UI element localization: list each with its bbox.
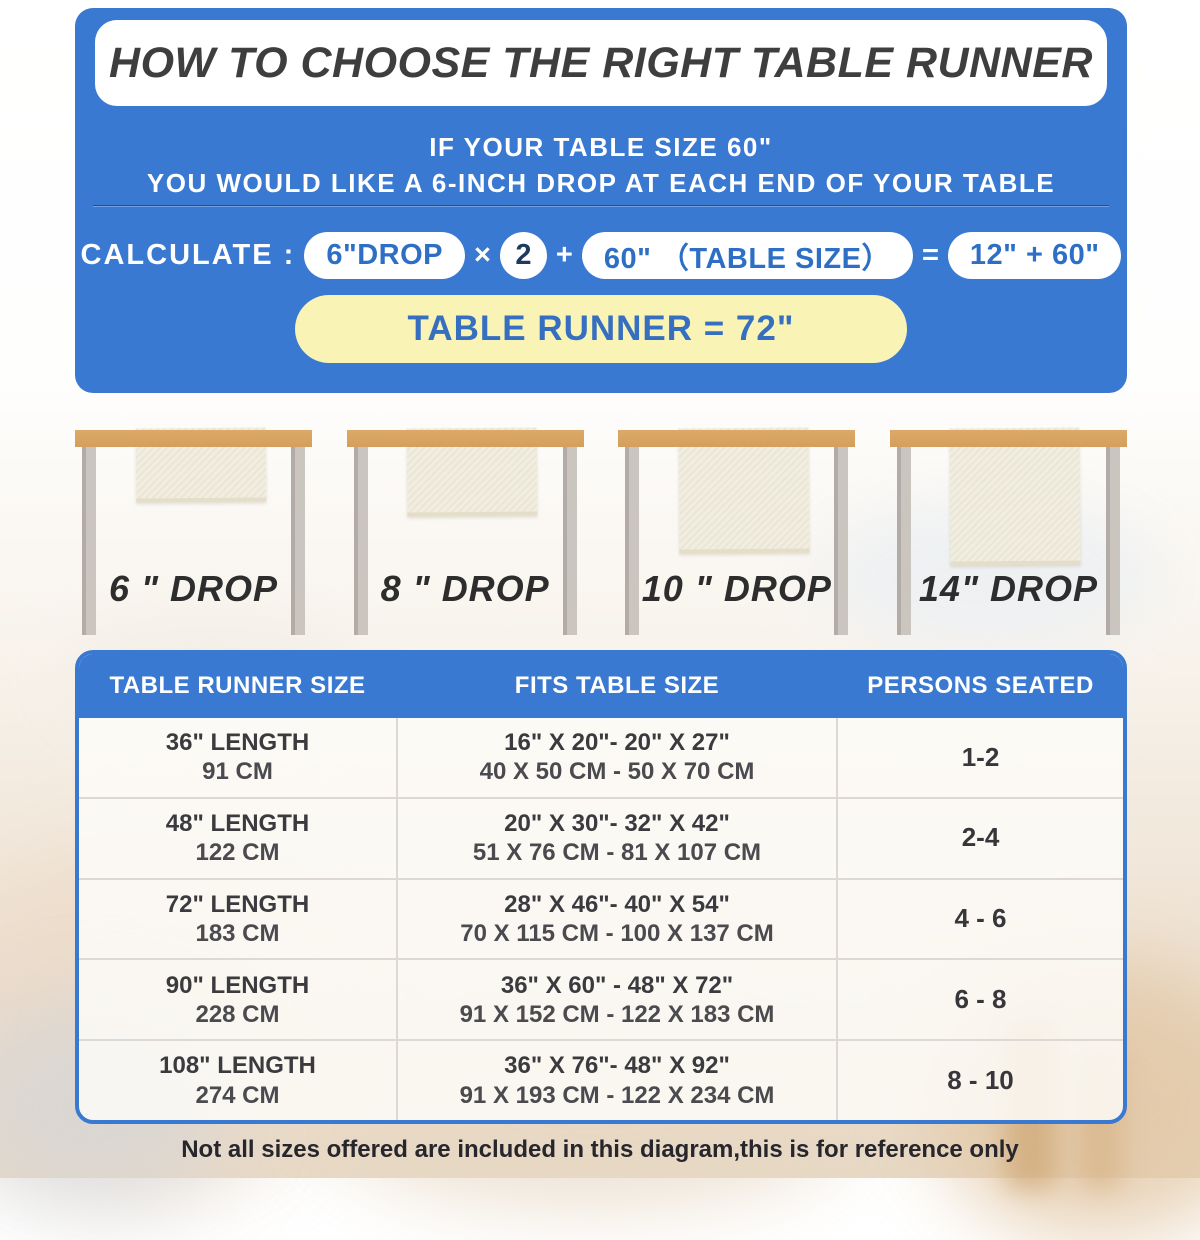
persons-cell: 4 - 6 [838, 880, 1123, 959]
title-box: HOW TO CHOOSE THE RIGHT TABLE RUNNER [95, 20, 1107, 106]
table-row: 48" LENGTH 122 CM 20" X 30"- 32" X 42" 5… [79, 796, 1123, 878]
column-header-runner-size: TABLE RUNNER SIZE [109, 672, 366, 699]
calculation-row: CALCULATE : 6"DROP × 2 + 60" （TABLE SIZE… [75, 232, 1127, 279]
runner-size-cm: 274 CM [195, 1081, 280, 1109]
fits-size-inches: 16" X 20"- 20" X 27" [504, 729, 730, 757]
plus-sign: + [555, 239, 573, 271]
fits-size-inches: 28" X 46"- 40" X 54" [504, 890, 730, 918]
table-leg [291, 447, 305, 635]
runner-result-row: TABLE RUNNER = 72" [75, 295, 1127, 363]
subtitle-line-2: YOU WOULD LIKE A 6-INCH DROP AT EACH END… [146, 168, 1056, 198]
persons-cell: 2-4 [838, 799, 1123, 878]
fits-size-cm: 51 X 76 CM - 81 X 107 CM [472, 839, 762, 867]
runner-size-cm: 228 CM [195, 1000, 280, 1028]
fits-size-inches: 20" X 30"- 32" X 42" [504, 809, 730, 837]
table-leg [834, 447, 849, 635]
runner-size-inches: 36" LENGTH [165, 729, 310, 757]
column-header-fits-size: FITS TABLE SIZE [514, 672, 720, 699]
persons-value: 4 - 6 [954, 903, 1007, 934]
drop-example-14: 14" DROP [889, 427, 1127, 645]
drop-pill: 6"DROP [304, 232, 465, 279]
runner-size-inches: 108" LENGTH [159, 1052, 316, 1080]
size-chart-table: TABLE RUNNER SIZE FITS TABLE SIZE PERSON… [75, 650, 1127, 1124]
drop-label: 6 " DROP [108, 568, 279, 609]
fits-size-cell: 36" X 76"- 48" X 92" 91 X 193 CM - 122 X… [396, 1041, 838, 1120]
calculate-label: CALCULATE : [80, 239, 296, 271]
drop-examples-row: 6 " DROP 8 " DROP 10 " DROP 14" DROP [75, 427, 1127, 645]
runner-size-cell: 90" LENGTH 228 CM [79, 960, 396, 1039]
runner-size-inches: 90" LENGTH [165, 971, 310, 999]
drop-example-10: 10 " DROP [618, 427, 856, 645]
runner-size-cell: 108" LENGTH 274 CM [79, 1041, 396, 1120]
table-leg [562, 447, 577, 635]
runner-size-cm: 183 CM [195, 919, 280, 947]
subtitle-line-1: IF YOUR TABLE SIZE 60" [429, 132, 773, 162]
size-chart-header: TABLE RUNNER SIZE FITS TABLE SIZE PERSON… [79, 654, 1123, 718]
table-row: 90" LENGTH 228 CM 36" X 60" - 48" X 72" … [79, 958, 1123, 1040]
table-row: 36" LENGTH 91 CM 16" X 20"- 20" X 27" 40… [79, 718, 1123, 797]
persons-value: 6 - 8 [954, 983, 1007, 1014]
fits-size-inches: 36" X 76"- 48" X 92" [504, 1052, 730, 1080]
table-leg [625, 447, 640, 635]
tabletop-illustration [889, 430, 1127, 447]
table-leg [353, 447, 368, 635]
persons-value: 2-4 [961, 822, 1000, 853]
page-title: HOW TO CHOOSE THE RIGHT TABLE RUNNER [109, 38, 1093, 87]
table-size-pill: 60" （TABLE SIZE） [581, 232, 913, 279]
fits-size-cell: 28" X 46"- 40" X 54" 70 X 115 CM - 100 X… [396, 879, 838, 959]
table-leg [1105, 447, 1120, 635]
runner-size-inches: 72" LENGTH [165, 890, 310, 918]
header-panel: HOW TO CHOOSE THE RIGHT TABLE RUNNER IF … [75, 8, 1127, 393]
table-row: 72" LENGTH 183 CM 28" X 46"- 40" X 54" 7… [79, 877, 1123, 959]
drop-label: 8 " DROP [380, 568, 550, 609]
persons-value: 1-2 [961, 741, 1000, 772]
fits-size-cell: 16" X 20"- 20" X 27" 40 X 50 CM - 50 X 7… [396, 718, 838, 797]
equals-sign: = [921, 239, 939, 271]
fits-size-cm: 91 X 193 CM - 122 X 234 CM [459, 1081, 775, 1109]
drop-label: 10 " DROP [641, 568, 832, 609]
runner-size-inches: 48" LENGTH [165, 809, 310, 837]
fits-size-cell: 36" X 60" - 48" X 72" 91 X 152 CM - 122 … [396, 960, 838, 1040]
times-sign: × [473, 239, 491, 271]
runner-size-cm: 91 CM [202, 758, 273, 786]
result-pill: 12" + 60" [947, 232, 1122, 279]
header-divider [93, 205, 1109, 206]
runner-result-pill: TABLE RUNNER = 72" [295, 295, 907, 363]
tabletop-illustration [618, 430, 856, 447]
table-row: 108" LENGTH 274 CM 36" X 76"- 48" X 92" … [79, 1039, 1123, 1120]
drop-example-8: 8 " DROP [346, 427, 584, 645]
runner-size-cm: 122 CM [195, 839, 280, 867]
persons-cell: 8 - 10 [838, 1041, 1123, 1120]
persons-value: 8 - 10 [947, 1064, 1014, 1095]
tabletop-illustration [346, 430, 584, 447]
table-leg [896, 447, 911, 635]
size-chart-body: 36" LENGTH 91 CM 16" X 20"- 20" X 27" 40… [79, 718, 1123, 1120]
fits-size-inches: 36" X 60" - 48" X 72" [500, 971, 734, 999]
runner-size-cell: 72" LENGTH 183 CM [79, 880, 396, 959]
drop-label: 14" DROP [918, 568, 1099, 609]
multiplier-circle: 2 [499, 232, 547, 279]
runner-size-cell: 48" LENGTH 122 CM [79, 799, 396, 878]
fits-size-cm: 91 X 152 CM - 122 X 183 CM [459, 1000, 775, 1028]
fits-size-cell: 20" X 30"- 32" X 42" 51 X 76 CM - 81 X 1… [396, 798, 838, 878]
tabletop-illustration [75, 430, 312, 447]
table-leg [82, 447, 96, 635]
column-header-persons: PERSONS SEATED [867, 672, 1094, 699]
persons-cell: 6 - 8 [838, 960, 1123, 1039]
fits-size-cm: 70 X 115 CM - 100 X 137 CM [460, 919, 774, 947]
fits-size-cm: 40 X 50 CM - 50 X 70 CM [479, 758, 755, 786]
runner-size-cell: 36" LENGTH 91 CM [79, 718, 396, 797]
drop-example-6: 6 " DROP [75, 427, 312, 645]
persons-cell: 1-2 [838, 718, 1123, 797]
reference-note: Not all sizes offered are included in th… [181, 1136, 1019, 1163]
table-runner-illustration [949, 427, 1081, 566]
